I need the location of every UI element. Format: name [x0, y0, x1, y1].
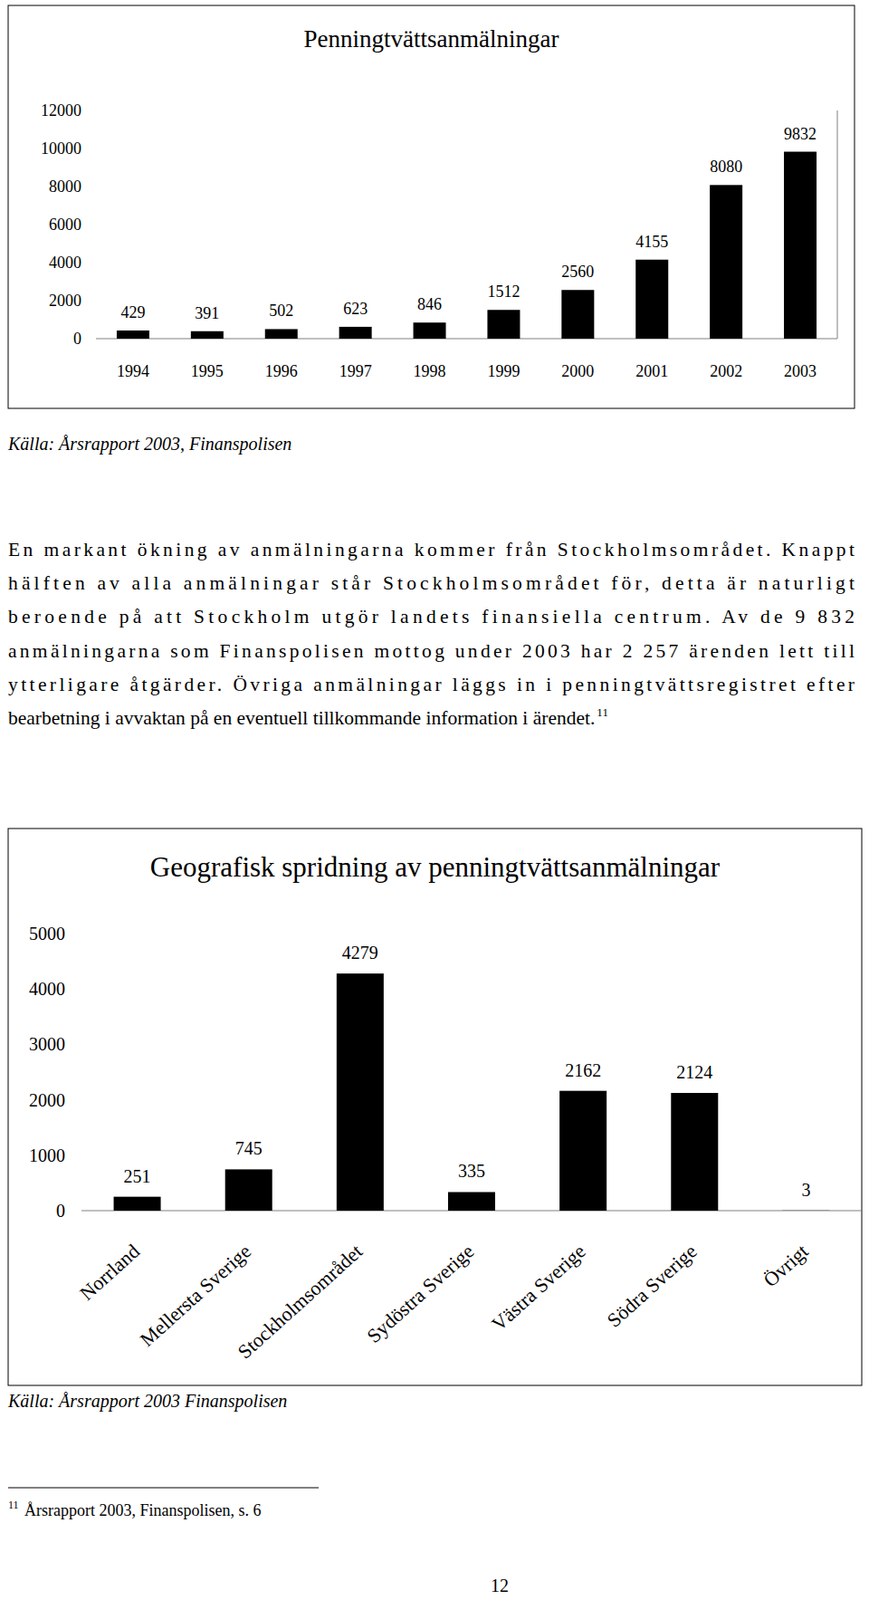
x-tick-label: Norrland [75, 1239, 144, 1305]
bar [448, 1191, 496, 1211]
x-tick-label: Sydöstra Sverige [362, 1239, 478, 1347]
y-tick-label: 1000 [28, 1145, 66, 1166]
x-tick-label: 1999 [487, 362, 520, 381]
data-label: 1512 [487, 282, 520, 301]
paragraph-line: anmälningarna som Finanspolisen mottog u… [8, 639, 855, 662]
chart-frame [8, 828, 862, 1385]
x-tick-label: 2002 [709, 362, 743, 381]
paragraph-line: bearbetning i avvaktan på en eventuell t… [8, 706, 595, 729]
y-tick-label: 0 [56, 1200, 66, 1221]
y-tick-label: 10000 [40, 139, 82, 158]
bar [114, 1196, 162, 1211]
chart-frame [8, 5, 855, 409]
bar [782, 1209, 830, 1211]
data-labels: 429 391 502 623 846 1512 2560 4155 8080 9832 [120, 124, 817, 323]
footnote: 11 Årsrapport 2003, Finanspolisen, s. 6 [8, 1487, 319, 1519]
x-tick-label: Södra Sverige [602, 1239, 702, 1332]
footnote-ref: 11 [596, 705, 609, 719]
bars [114, 973, 831, 1211]
y-tick-label: 12000 [40, 101, 82, 120]
y-tick-label: 2000 [48, 291, 82, 310]
x-tick-label: 1997 [339, 362, 373, 381]
footnote-rule [8, 1487, 319, 1489]
bar [265, 328, 298, 339]
x-tick-label: Mellersta Sverige [135, 1239, 257, 1351]
data-label: 846 [417, 295, 442, 314]
paragraph-line: hälften av alla anmälningar står Stockho… [8, 572, 855, 594]
data-label: 2560 [561, 262, 594, 281]
x-tick-label: 1994 [116, 362, 150, 381]
y-tick-label: 8000 [48, 177, 82, 196]
bar [670, 1092, 718, 1211]
x-tick-label: 1998 [413, 362, 447, 381]
y-tick-label: 4000 [28, 978, 66, 999]
x-tick-label: Övrigt [758, 1239, 812, 1291]
source-note: Källa: Årsrapport 2003, Finanspolisen [7, 433, 292, 455]
x-tick-label: 1996 [265, 362, 298, 381]
chart-title: Geografisk spridning av penningtvättsanm… [150, 850, 721, 883]
bar [413, 322, 447, 339]
bar [559, 1090, 607, 1211]
x-tick-label: Stockholmsområdet [233, 1239, 368, 1363]
data-label: 623 [343, 299, 368, 318]
data-label: 2162 [564, 1059, 602, 1080]
data-labels: 251 745 4279 335 2162 2124 3 [124, 942, 812, 1200]
data-label: 251 [124, 1165, 152, 1186]
page: Penningtvättsanmälningar 0 2000 4000 6000 800… [0, 0, 869, 1600]
bar [339, 326, 373, 339]
bar [635, 259, 669, 339]
data-label: 9832 [783, 124, 817, 144]
plot-edge [837, 110, 839, 339]
bar [225, 1168, 273, 1211]
paragraph-line: En markant ökning av anmälningarna komme… [8, 538, 855, 561]
y-tick-label: 2000 [28, 1089, 66, 1110]
data-label: 745 [235, 1137, 263, 1158]
chart: Geografisk spridning av penningtvättsanm… [8, 828, 862, 1385]
bar [783, 152, 817, 339]
source-note: Källa: Årsrapport 2003 Finanspolisen [7, 1390, 287, 1412]
chart-title: Penningtvättsanmälningar [304, 25, 560, 53]
paragraph: En markant ökning av anmälningarna komme… [8, 538, 855, 729]
data-label: 391 [194, 304, 220, 323]
data-label: 3 [801, 1179, 811, 1200]
y-tick-label: 3000 [28, 1033, 66, 1054]
paragraph-line: ytterligare åtgärder. Övriga anmälningar… [8, 673, 855, 696]
data-label: 502 [268, 301, 294, 320]
bar [561, 289, 594, 339]
data-label: 4279 [342, 942, 379, 963]
footnote-number: 11 [8, 1498, 20, 1511]
bar [190, 331, 224, 339]
x-tick-label: 2000 [561, 362, 594, 381]
x-tick-label: Västra Sverige [487, 1239, 590, 1336]
bars [116, 152, 817, 339]
bar [116, 330, 150, 339]
data-label: 4155 [635, 232, 669, 251]
paragraph-line: beroende på att Stockholm utgör landets … [8, 605, 855, 628]
x-tick-label: 2001 [635, 362, 669, 381]
x-tick-label: 2003 [783, 362, 817, 381]
page-number: 12 [490, 1575, 509, 1595]
data-label: 429 [120, 303, 145, 322]
footnote-text: Årsrapport 2003, Finanspolisen, s. 6 [24, 1500, 261, 1519]
data-label: 2124 [676, 1061, 713, 1082]
data-label: 335 [458, 1160, 486, 1181]
y-tick-label: 5000 [28, 923, 66, 944]
bar [709, 184, 743, 339]
x-tick-label: 1995 [190, 362, 224, 381]
y-tick-label: 4000 [48, 253, 82, 272]
y-tick-label: 0 [73, 329, 82, 348]
y-tick-label: 6000 [48, 215, 82, 234]
plot-edge [861, 933, 863, 1211]
chart: Penningtvättsanmälningar 0 2000 4000 6000 800… [8, 5, 855, 409]
bar [487, 309, 520, 339]
data-label: 8080 [709, 157, 743, 176]
bar [336, 973, 384, 1211]
